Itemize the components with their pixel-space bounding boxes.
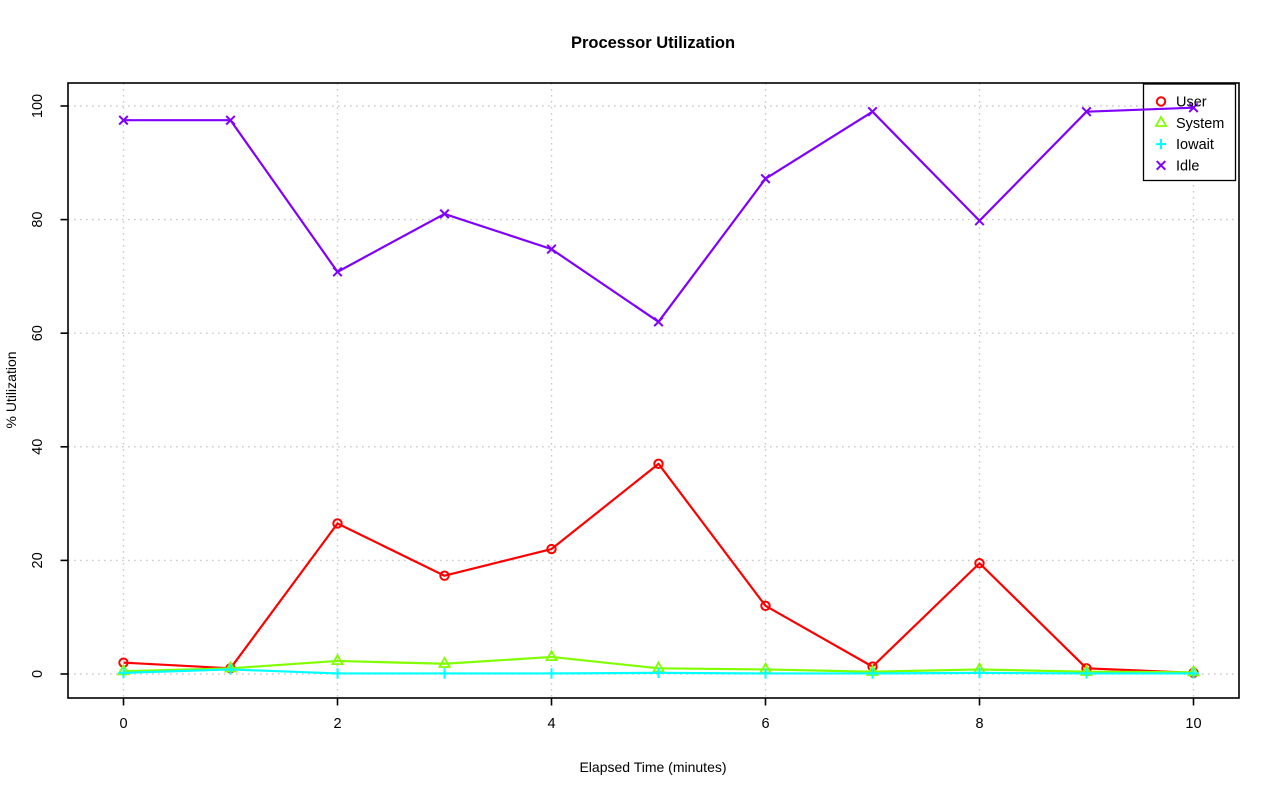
data-point-iowait	[332, 668, 343, 679]
y-axis-label: % Utilization	[3, 351, 19, 428]
y-tick-label: 60	[30, 325, 46, 341]
chart-title: Processor Utilization	[571, 34, 735, 52]
data-point-idle	[867, 106, 878, 117]
data-point-user	[974, 558, 985, 569]
data-point-user	[760, 600, 771, 612]
data-point-user	[653, 458, 664, 470]
plot-border	[67, 82, 1240, 699]
data-point-idle	[332, 266, 343, 277]
data-point-idle	[546, 244, 557, 255]
series-line-user	[123, 462, 1194, 674]
legend-marker-idle	[1155, 160, 1167, 171]
data-point-iowait	[118, 667, 129, 679]
legend-label-user: User	[1176, 95, 1207, 111]
series-line-idle	[123, 106, 1194, 323]
data-point-idle	[1081, 106, 1092, 117]
legend-label-idle: Idle	[1176, 158, 1199, 174]
legend-marker-system	[1154, 115, 1168, 127]
legend-items: User System Iowait Idle	[1154, 95, 1224, 174]
x-tick-label: 8	[975, 716, 983, 732]
y-tick-label: 20	[30, 552, 46, 568]
x-tick-label: 4	[547, 716, 555, 732]
data-point-idle	[1188, 102, 1199, 113]
data-point-iowait	[760, 668, 771, 679]
data-series	[116, 102, 1201, 679]
y-tick-label: 80	[30, 212, 46, 228]
y-tick-label: 0	[30, 670, 46, 678]
data-point-iowait	[546, 668, 557, 679]
data-point-idle	[974, 215, 985, 226]
x-tick-label: 2	[333, 716, 341, 732]
data-point-idle	[439, 208, 450, 219]
legend-marker-user	[1155, 96, 1167, 107]
data-point-system	[330, 653, 345, 666]
data-point-system	[544, 649, 559, 662]
x-tick-label: 0	[119, 716, 127, 732]
data-point-user	[546, 543, 557, 555]
y-tick-label: 40	[30, 439, 46, 455]
data-point-idle	[653, 316, 664, 327]
data-point-iowait	[1188, 668, 1199, 679]
x-axis-label: Elapsed Time (minutes)	[579, 759, 726, 775]
gridlines	[68, 83, 1239, 698]
data-point-iowait	[1081, 668, 1092, 679]
x-tick-label: 6	[761, 716, 769, 732]
legend-label-system: System	[1176, 116, 1224, 132]
data-point-idle	[225, 115, 236, 126]
legend-marker-iowait	[1155, 138, 1167, 150]
legend-label-iowait: Iowait	[1176, 137, 1214, 153]
data-point-iowait	[653, 667, 664, 679]
data-point-system	[437, 656, 452, 668]
data-point-idle	[118, 115, 129, 126]
data-point-user	[332, 518, 343, 529]
data-point-iowait	[225, 664, 236, 675]
data-point-iowait	[439, 668, 450, 679]
data-point-iowait	[974, 667, 985, 679]
x-tick-label: 10	[1185, 716, 1201, 732]
data-point-idle	[760, 173, 771, 184]
data-point-user	[439, 570, 450, 581]
data-point-iowait	[867, 668, 878, 679]
y-tick-label: 100	[30, 94, 46, 118]
